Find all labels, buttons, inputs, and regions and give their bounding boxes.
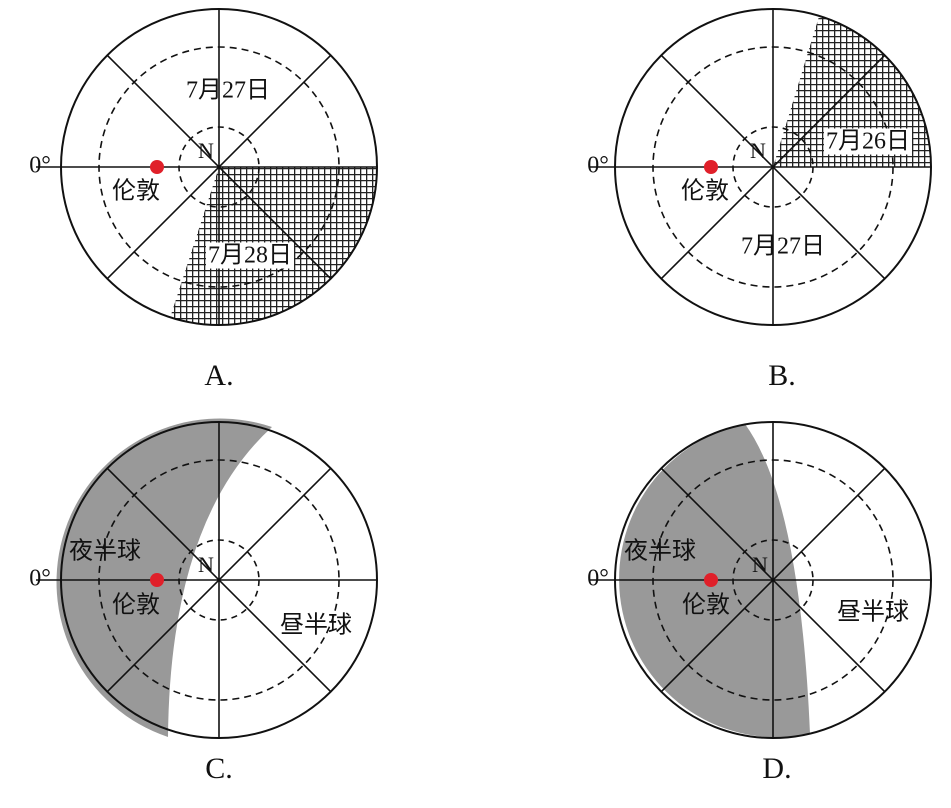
text-layer: 0°N伦敦7月27日7月28日A.0°N伦敦7月26日7月27日B.0°N伦敦夜… — [29, 78, 912, 785]
letter-label: C. — [205, 752, 233, 785]
meridian-label: 0° — [29, 566, 51, 592]
london-dot — [150, 573, 164, 587]
pole-label: N — [752, 552, 768, 577]
meridian-line — [660, 467, 886, 693]
date-lower-label: 7月27日 — [741, 234, 825, 260]
day-label: 昼半球 — [837, 599, 909, 626]
letter-label: B. — [768, 359, 796, 392]
day-label: 昼半球 — [280, 612, 352, 639]
pole-label: N — [198, 552, 214, 577]
night-label: 夜半球 — [69, 538, 141, 565]
date-upper-label: 7月26日 — [826, 129, 910, 155]
label-box — [206, 242, 294, 269]
pole-label: N — [198, 138, 214, 163]
london-dot — [150, 160, 164, 174]
date-lower-label: 7月28日 — [208, 243, 292, 269]
london-dot — [704, 573, 718, 587]
letter-label: D. — [762, 752, 791, 785]
city-label: 伦敦 — [112, 592, 160, 619]
city-label: 伦敦 — [682, 592, 730, 619]
meridian-line — [106, 467, 332, 693]
city-label: 伦敦 — [681, 178, 729, 205]
city-label: 伦敦 — [112, 178, 160, 205]
meridian-line — [660, 54, 886, 280]
meridian-label: 0° — [29, 153, 51, 179]
meridian-label: 0° — [587, 153, 609, 179]
meridian-label: 0° — [587, 566, 609, 592]
london-dot — [704, 160, 718, 174]
pole-label: N — [750, 138, 766, 163]
label-box — [824, 128, 912, 155]
frame-layer — [36, 8, 932, 739]
date-upper-label: 7月27日 — [186, 78, 270, 104]
letter-label: A. — [204, 359, 233, 392]
night-hemisphere — [56, 418, 272, 737]
night-label: 夜半球 — [624, 538, 696, 565]
shading-layer — [56, 15, 931, 738]
meridian-line — [106, 54, 332, 280]
